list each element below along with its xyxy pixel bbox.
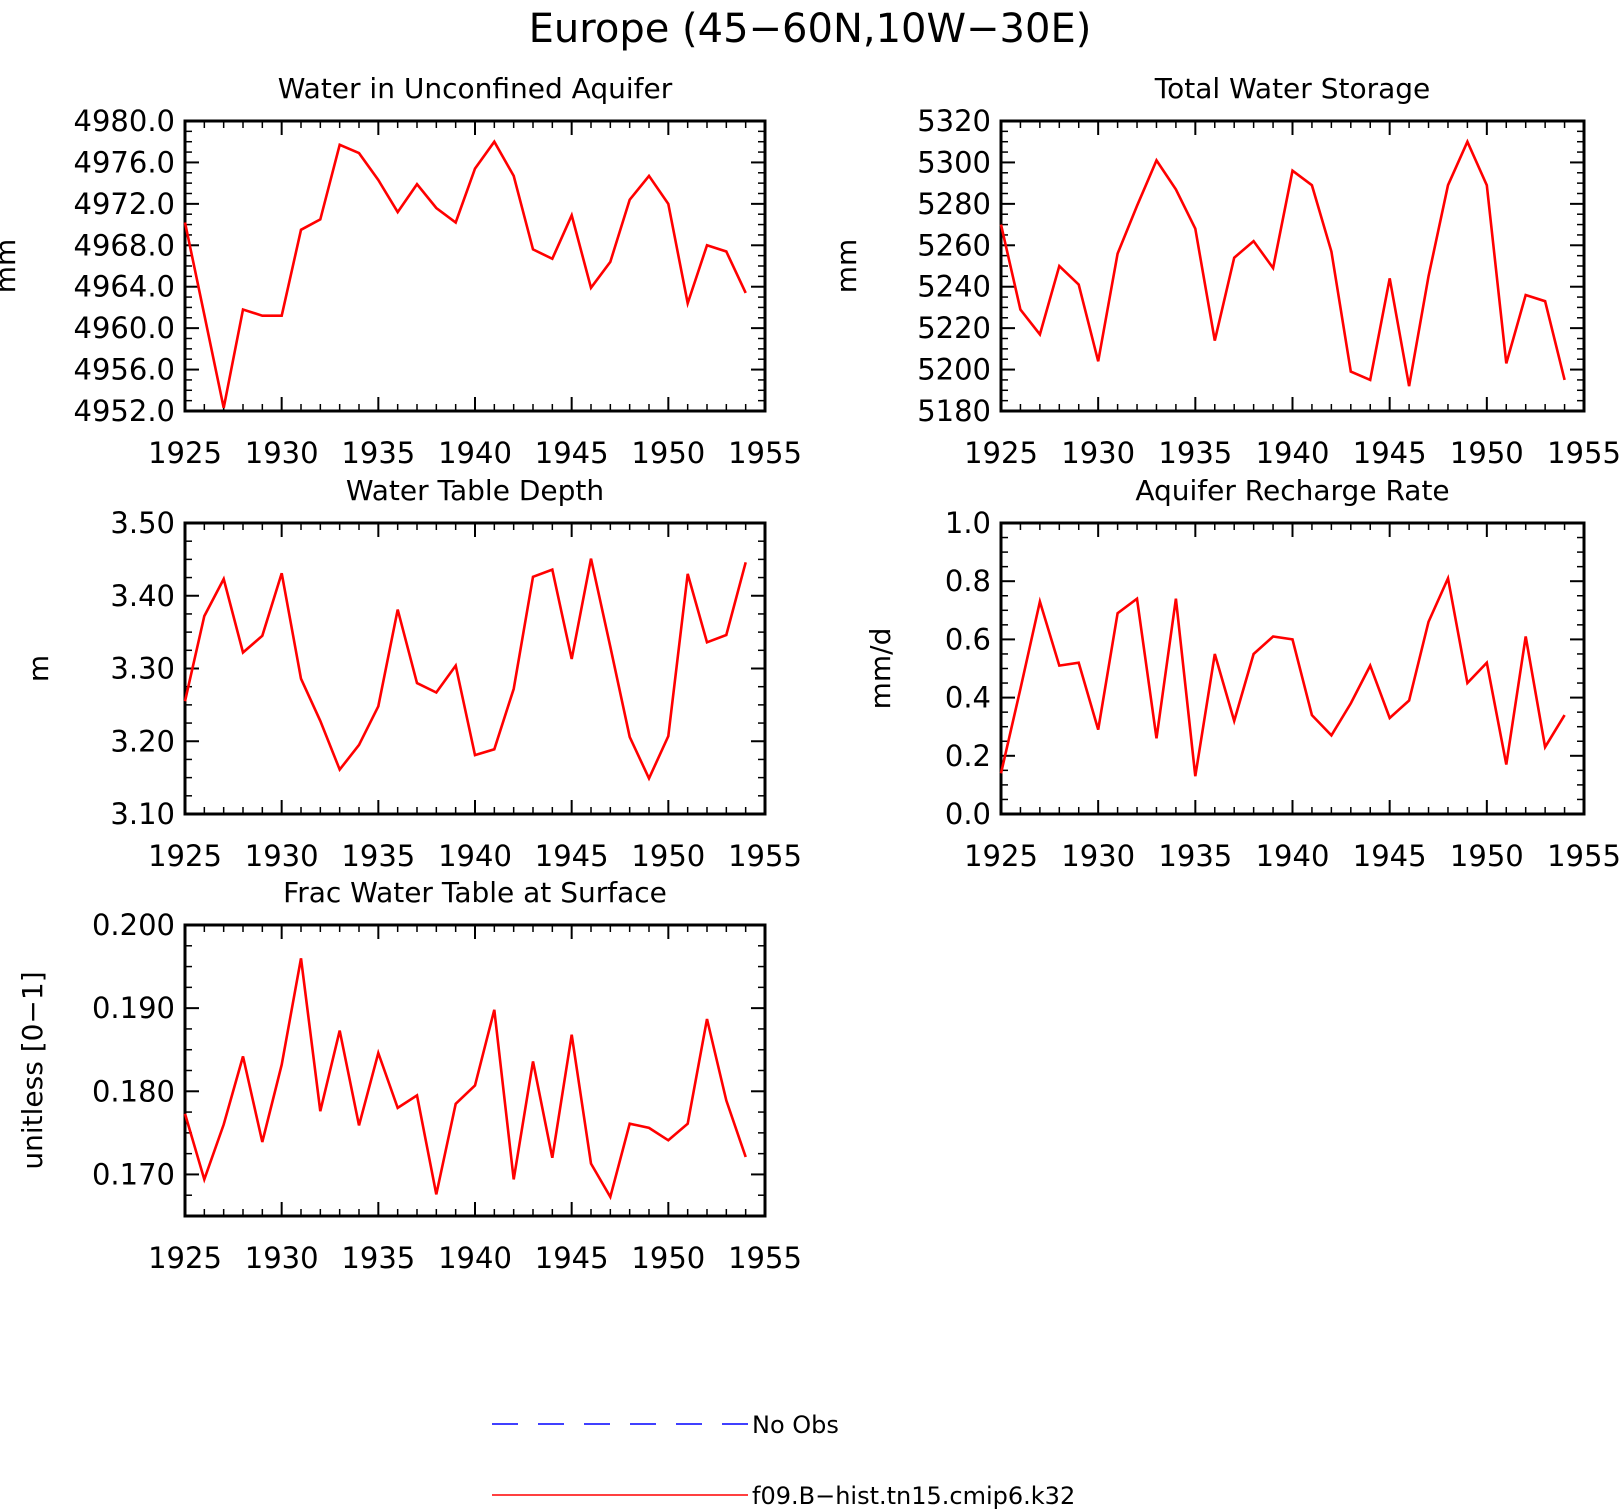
y-axis-label: mm (0, 239, 22, 294)
y-tick-label: 5260 (917, 228, 991, 262)
panel-title: Aquifer Recharge Rate (1135, 474, 1449, 507)
x-tick-label: 1940 (438, 1241, 512, 1275)
y-tick-label: 4976.0 (74, 145, 175, 179)
series-line (999, 138, 1566, 387)
x-tick-label: 1945 (535, 1241, 609, 1275)
plot-frame (183, 923, 767, 1218)
x-tick-label: 1950 (631, 1241, 705, 1275)
y-tick-label: 3.30 (110, 652, 175, 686)
x-tick-label: 1955 (728, 436, 802, 470)
y-tick-label: 4968.0 (74, 228, 175, 262)
y-tick-label: 4952.0 (74, 394, 175, 428)
y-tick-label: 0.200 (92, 908, 175, 942)
legend-label-no-obs: No Obs (752, 1411, 839, 1439)
x-tick-label: 1930 (1061, 436, 1135, 470)
x-tick-label: 1945 (1353, 436, 1427, 470)
x-tick-label: 1945 (535, 436, 609, 470)
series-line (183, 139, 747, 409)
y-tick-label: 5220 (917, 311, 991, 345)
y-axis-label: mm (830, 239, 863, 294)
y-tick-label: 3.20 (110, 724, 175, 758)
y-tick-label: 0.2 (945, 739, 991, 773)
x-tick-label: 1950 (1450, 839, 1524, 873)
y-tick-label: 5200 (917, 353, 991, 387)
x-tick-label: 1930 (245, 436, 319, 470)
y-tick-label: 4980.0 (74, 104, 175, 138)
y-tick-label: 0.6 (945, 622, 991, 656)
y-tick-label: 0.8 (945, 564, 991, 598)
x-tick-label: 1935 (341, 1241, 415, 1275)
legend-label-model: f09.B−hist.tn15.cmip6.k32 (752, 1482, 1075, 1510)
x-tick-label: 1925 (148, 839, 222, 873)
x-tick-label: 1935 (1158, 839, 1232, 873)
plot-frame (183, 119, 767, 413)
series-line (999, 573, 1566, 777)
plot-frame (183, 521, 767, 816)
y-tick-label: 0.190 (92, 991, 175, 1025)
x-tick-label: 1935 (341, 436, 415, 470)
y-tick-label: 4956.0 (74, 353, 175, 387)
y-axis-label: unitless [0−1] (16, 971, 49, 1169)
series-line (183, 558, 747, 782)
y-tick-label: 4972.0 (74, 187, 175, 221)
panel-3: Water Table Depth 1925 1930 1935 1940 1945 195… (22, 474, 802, 873)
panel-title: Water Table Depth (346, 474, 604, 507)
panel-title: Frac Water Table at Surface (283, 876, 667, 909)
x-tick-label: 1930 (245, 839, 319, 873)
y-tick-label: 0.4 (945, 681, 991, 715)
x-tick-label: 1950 (631, 436, 705, 470)
x-tick-label: 1925 (964, 436, 1038, 470)
panels: Water in Unconfined Aquifer 1925 1930 1935 1… (0, 72, 1621, 1275)
panel-title: Total Water Storage (1154, 72, 1431, 105)
y-tick-label: 0.0 (945, 797, 991, 831)
y-tick-label: 3.40 (110, 579, 175, 613)
y-axis-label: mm/d (864, 628, 897, 710)
x-tick-label: 1955 (1547, 839, 1621, 873)
x-tick-label: 1950 (1450, 436, 1524, 470)
x-tick-label: 1955 (728, 839, 802, 873)
x-tick-label: 1930 (245, 1241, 319, 1275)
y-tick-label: 3.50 (110, 506, 175, 540)
x-tick-label: 1925 (148, 436, 222, 470)
x-tick-label: 1955 (728, 1241, 802, 1275)
x-tick-label: 1940 (438, 839, 512, 873)
y-tick-label: 1.0 (945, 506, 991, 540)
x-tick-label: 1925 (964, 839, 1038, 873)
x-tick-label: 1940 (1256, 839, 1330, 873)
x-tick-label: 1930 (1061, 839, 1135, 873)
y-tick-label: 5320 (917, 104, 991, 138)
y-tick-label: 4964.0 (74, 270, 175, 304)
x-tick-label: 1945 (535, 839, 609, 873)
x-tick-label: 1940 (438, 436, 512, 470)
x-tick-label: 1935 (1158, 436, 1232, 470)
y-tick-label: 5280 (917, 187, 991, 221)
x-tick-label: 1940 (1256, 436, 1330, 470)
y-axis-label: m (22, 655, 55, 682)
panel-5: Frac Water Table at Surface 1925 1930 1935 1… (16, 876, 802, 1275)
x-tick-label: 1935 (341, 839, 415, 873)
panel-2: Total Water Storage 1925 1930 1935 1940 1945 1… (830, 72, 1621, 470)
x-tick-label: 1945 (1353, 839, 1427, 873)
series-line (183, 958, 747, 1201)
y-tick-label: 3.10 (110, 797, 175, 831)
y-tick-label: 5180 (917, 394, 991, 428)
y-tick-label: 4960.0 (74, 311, 175, 345)
panel-title: Water in Unconfined Aquifer (278, 72, 673, 105)
y-tick-label: 0.180 (92, 1074, 175, 1108)
plot-frame (999, 521, 1586, 816)
figure-title: Europe (45−60N,10W−30E) (529, 6, 1092, 52)
panel-4: Aquifer Recharge Rate 1925 1930 1935 1940 194… (864, 474, 1621, 873)
x-tick-label: 1925 (148, 1241, 222, 1275)
legend: No Obs f09.B−hist.tn15.cmip6.k32 (492, 1411, 1075, 1510)
y-tick-label: 5240 (917, 270, 991, 304)
y-tick-label: 5300 (917, 145, 991, 179)
y-tick-label: 0.170 (92, 1157, 175, 1191)
x-tick-label: 1950 (631, 839, 705, 873)
panel-1: Water in Unconfined Aquifer 1925 1930 1935 1… (0, 72, 802, 470)
x-tick-label: 1955 (1547, 436, 1621, 470)
